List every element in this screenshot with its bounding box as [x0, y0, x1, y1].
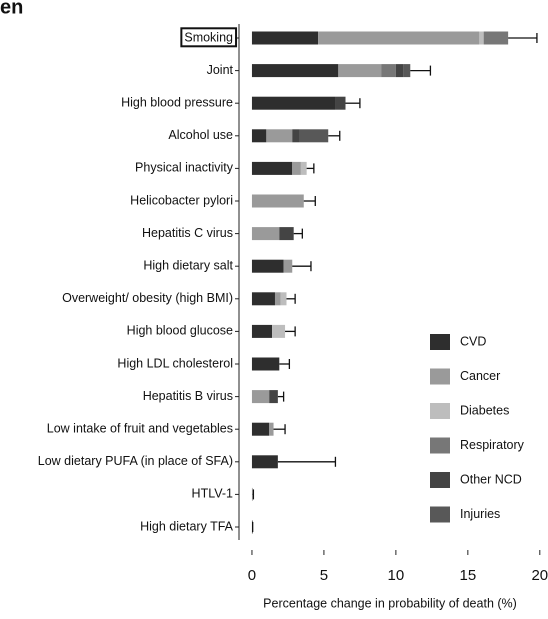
bar-segment [274, 292, 281, 306]
x-axis-title: Percentage change in probability of deat… [263, 596, 517, 610]
error-bar [277, 456, 337, 467]
bar-segment [300, 161, 307, 175]
bar-segment [251, 96, 336, 110]
error-bar [306, 163, 315, 174]
y-tick-label: Alcohol use [168, 128, 233, 142]
bar-segment [251, 129, 267, 143]
legend-label: Respiratory [460, 438, 525, 452]
bar-segment [251, 227, 280, 241]
bar-segment [251, 455, 278, 469]
bar-segment [292, 161, 301, 175]
legend-label: Injuries [460, 507, 500, 521]
x-tick-label: 0 [248, 567, 256, 584]
error-bar [292, 261, 312, 272]
bar-segment [251, 194, 304, 208]
x-tick-label: 5 [320, 567, 328, 584]
bar-segment [251, 161, 293, 175]
legend-swatch [430, 437, 450, 454]
x-tick-label: 15 [459, 567, 476, 584]
y-tick-label: Joint [207, 63, 234, 77]
chart-title: en [0, 0, 23, 18]
error-bar [285, 326, 296, 337]
error-bar [410, 65, 432, 76]
legend-label: Cancer [460, 369, 500, 383]
bar-segment [338, 64, 382, 78]
bar-segment [251, 324, 273, 338]
bar-segment [251, 292, 275, 306]
bar-segment [251, 487, 253, 501]
bar-segment [251, 422, 270, 436]
y-tick-label: High dietary TFA [140, 519, 234, 533]
bar-segment [483, 31, 509, 45]
bar-segment [272, 324, 286, 338]
bar-segment [283, 259, 293, 273]
bar-segment [318, 31, 480, 45]
bar-segment [269, 422, 274, 436]
y-tick-label: Smoking [184, 30, 233, 44]
y-tick-label: High dietary salt [143, 258, 233, 272]
y-tick-label: High LDL cholesterol [117, 356, 233, 370]
bar-segment [479, 31, 484, 45]
bar-segment [381, 64, 396, 78]
legend-label: CVD [460, 334, 486, 348]
y-tick-label: Hepatitis B virus [143, 389, 233, 403]
legend-swatch [430, 334, 450, 350]
y-tick-label: Helicobacter pylori [130, 193, 233, 207]
bar-segment [269, 390, 278, 404]
y-tick-label: High blood glucose [127, 324, 233, 338]
y-tick-label: High blood pressure [121, 95, 233, 109]
legend-label: Other NCD [460, 472, 522, 486]
bar-segment [279, 227, 294, 241]
bar-segment [251, 64, 339, 78]
bar-segment [292, 129, 300, 143]
legend-swatch [430, 403, 450, 419]
bar-segment [251, 31, 319, 45]
bar-segment [403, 64, 411, 78]
y-tick-label: Physical inactivity [135, 161, 234, 175]
error-bar [328, 130, 341, 141]
bar-segment [280, 292, 287, 306]
y-tick-label: HTLV-1 [192, 487, 233, 501]
y-tick-label: Low dietary PUFA (in place of SFA) [38, 454, 233, 468]
error-bar [279, 359, 291, 369]
bar-segment [395, 64, 404, 78]
y-tick-label: Low intake of fruit and vegetables [47, 421, 233, 435]
y-tick-label: Overweight/ obesity (high BMI) [62, 291, 233, 305]
bar-segment [299, 129, 329, 143]
bar-segment [251, 357, 280, 371]
bar-segment [251, 390, 270, 404]
error-bar [286, 293, 296, 304]
legend-swatch [430, 506, 450, 523]
x-tick-label: 20 [531, 567, 548, 584]
bar-segment [266, 129, 293, 143]
bar-segment [251, 259, 284, 273]
error-bar [273, 424, 286, 435]
y-tick-label: Hepatitis C virus [142, 226, 233, 240]
x-tick-label: 10 [388, 567, 405, 584]
error-bar [293, 228, 303, 239]
legend-swatch [430, 472, 450, 488]
bar-segment [335, 96, 346, 110]
highlight-box [180, 27, 238, 48]
error-bar [508, 33, 538, 43]
error-bar [277, 391, 285, 402]
legend-label: Diabetes [460, 403, 509, 417]
legend-swatch [430, 368, 450, 385]
error-bar [303, 196, 316, 206]
error-bar [252, 489, 255, 500]
error-bar [345, 98, 361, 109]
